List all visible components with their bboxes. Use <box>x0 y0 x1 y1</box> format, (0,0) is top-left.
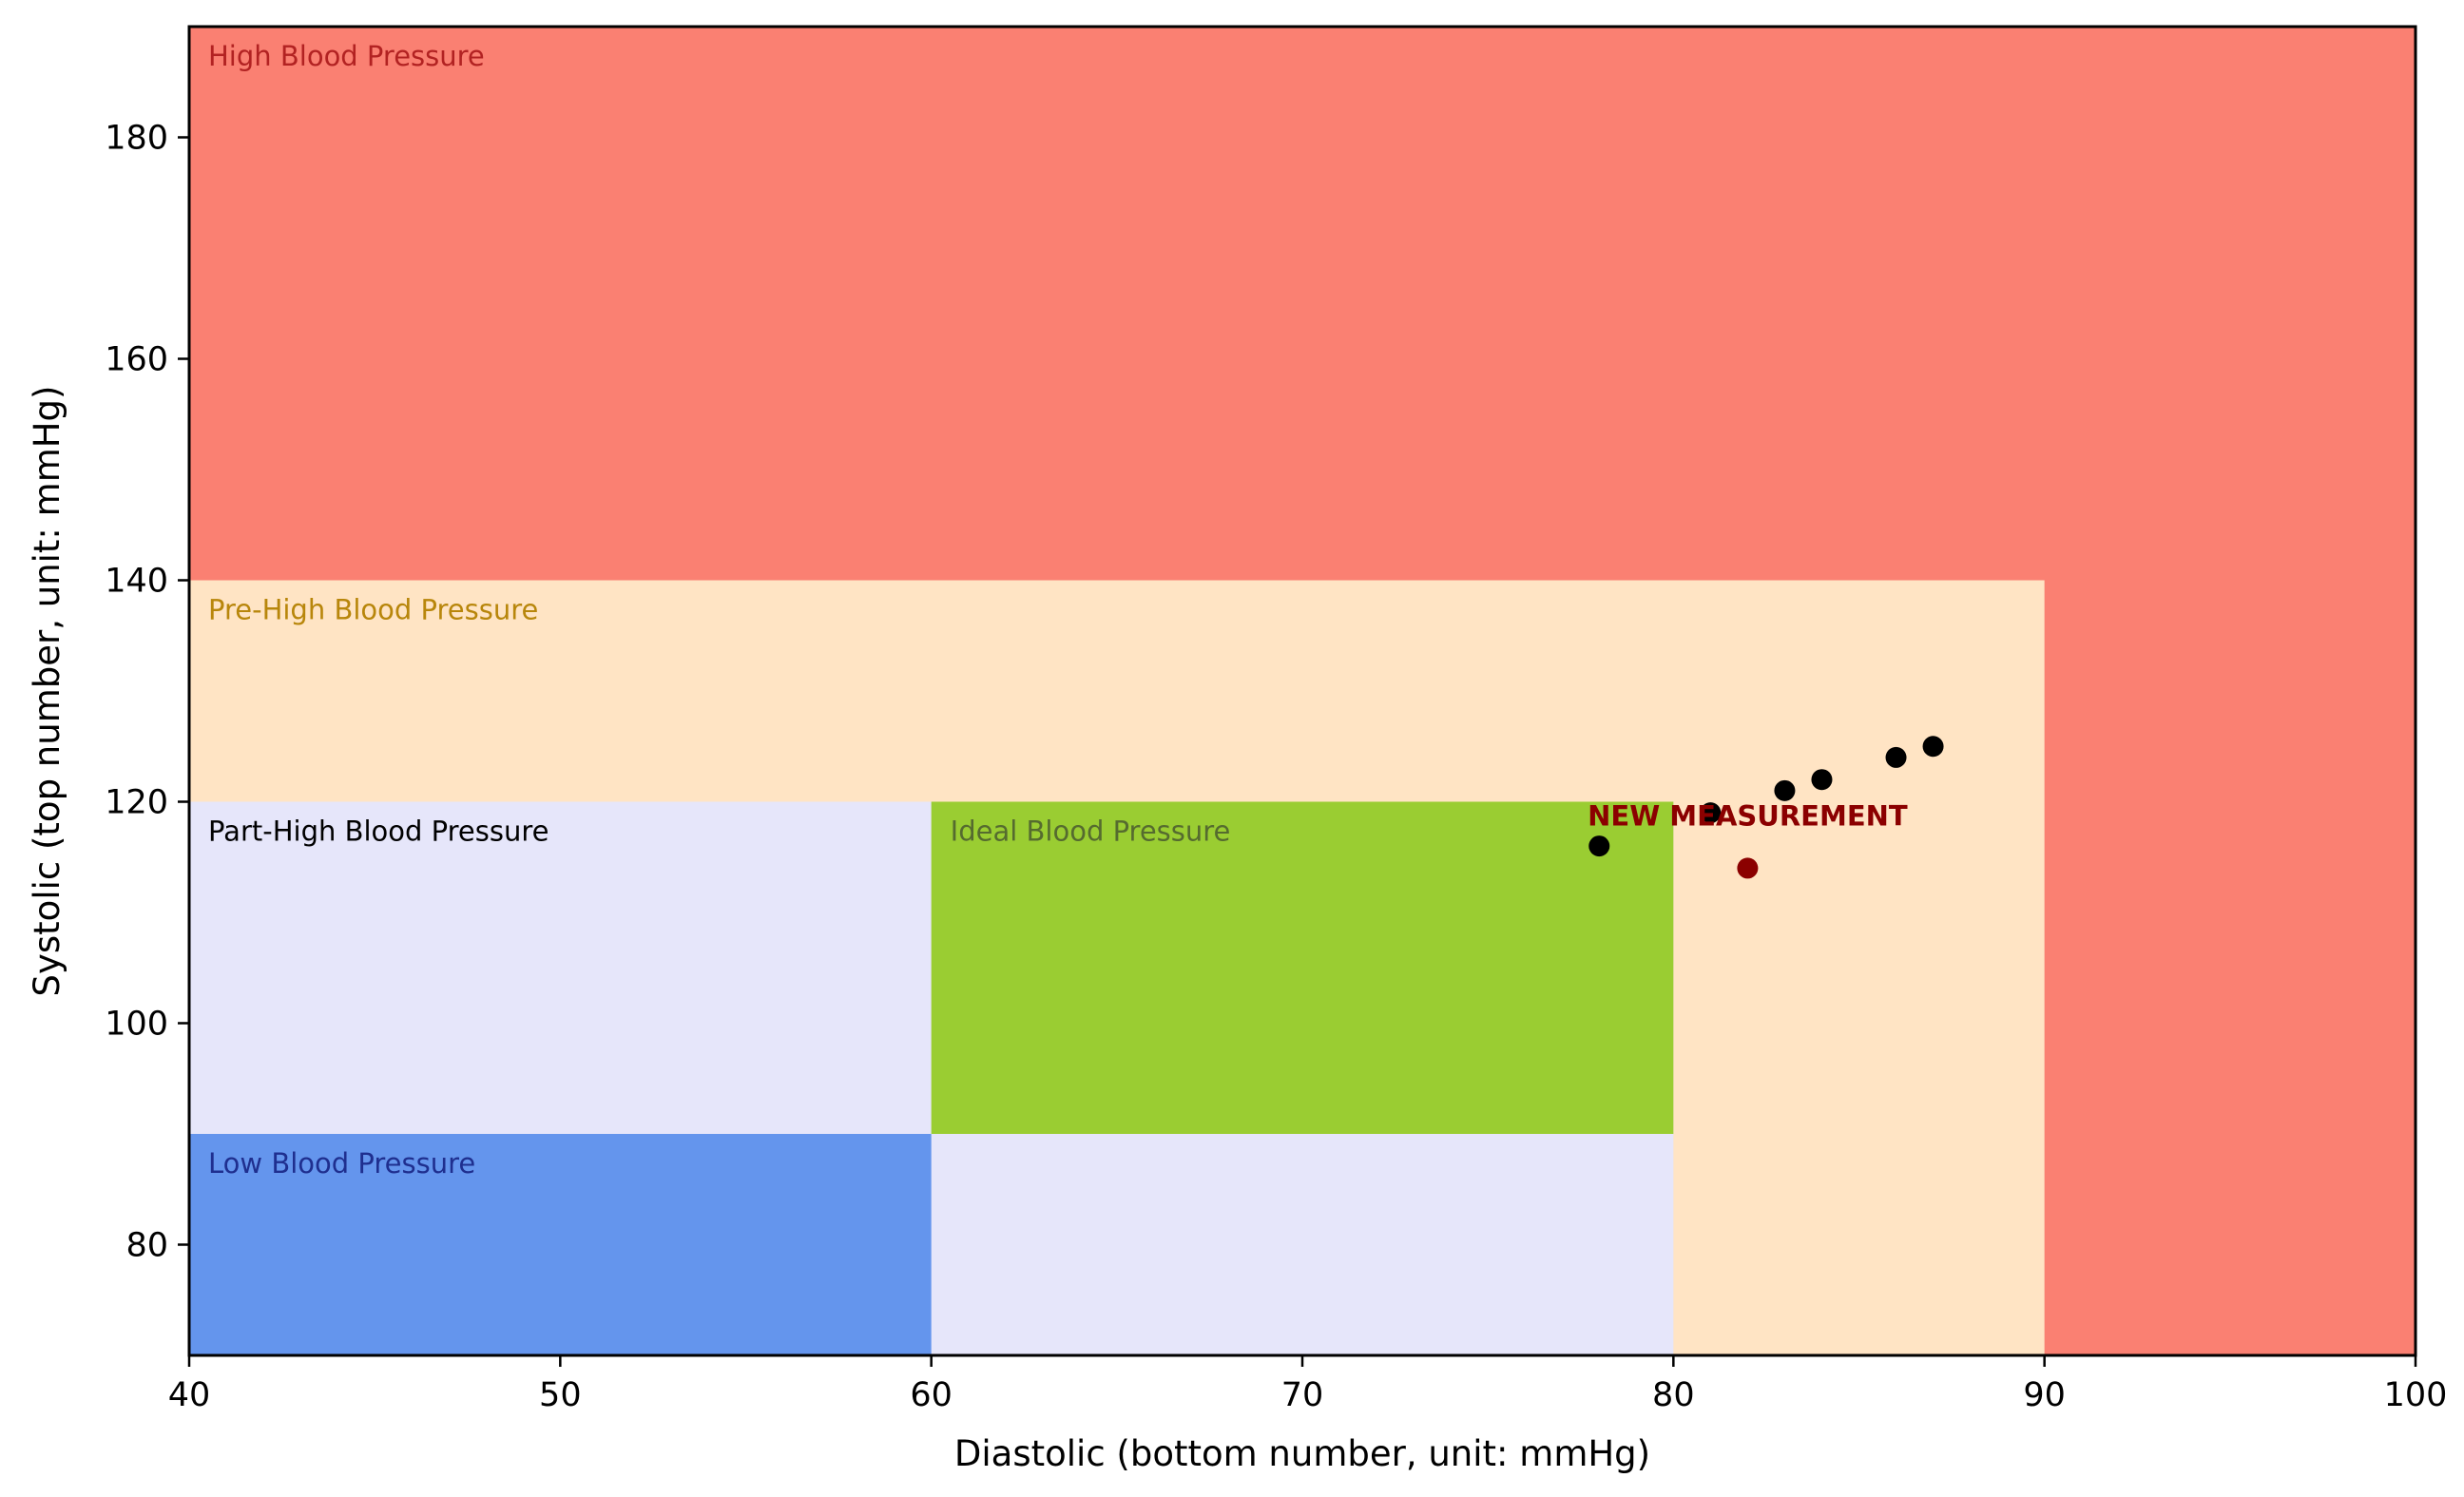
y-axis: 80 100 120 140 160 180 <box>105 120 189 1265</box>
x-axis-title: Diastolic (bottom number, unit: mmHg) <box>954 1433 1650 1474</box>
y-tick-label: 80 <box>125 1227 168 1265</box>
zone-ideal-blood-pressure <box>931 801 1674 1134</box>
y-tick-label: 140 <box>105 563 168 601</box>
zone-label-part-high-blood-pressure: Part-High Blood Pressure <box>208 816 549 848</box>
zone-label-ideal-blood-pressure: Ideal Blood Pressure <box>951 816 1231 848</box>
zone-labels: High Blood Pressure Pre-High Blood Pressu… <box>208 40 1230 1180</box>
data-point <box>1885 746 1907 768</box>
x-tick-label: 80 <box>1652 1376 1695 1414</box>
y-tick-label: 100 <box>105 1006 168 1044</box>
data-point <box>1588 835 1610 857</box>
x-tick-label: 100 <box>2384 1376 2448 1414</box>
y-axis-title: Systolic (top number, unit: mmHg) <box>27 386 67 997</box>
zone-label-pre-high-blood-pressure: Pre-High Blood Pressure <box>208 594 538 626</box>
zone-low-blood-pressure <box>189 1134 932 1355</box>
zone-label-high-blood-pressure: High Blood Pressure <box>208 40 485 72</box>
y-tick-label: 180 <box>105 120 168 158</box>
zone-regions <box>189 27 2416 1355</box>
x-tick-label: 60 <box>910 1376 953 1414</box>
annotation-new-measurement: NEW MEASUREMENT <box>1588 799 1908 832</box>
y-tick-label: 160 <box>105 341 168 379</box>
x-tick-label: 90 <box>2023 1376 2066 1414</box>
x-tick-label: 40 <box>168 1376 211 1414</box>
x-tick-label: 70 <box>1281 1376 1324 1414</box>
data-point <box>1811 769 1833 791</box>
y-tick-label: 120 <box>105 784 168 822</box>
data-points <box>1588 736 1944 879</box>
new-measurement-point <box>1737 857 1759 879</box>
annotations: NEW MEASUREMENT <box>1588 799 1908 832</box>
data-point <box>1922 736 1944 758</box>
zone-label-low-blood-pressure: Low Blood Pressure <box>208 1147 475 1180</box>
x-axis: 40 50 60 70 80 90 100 <box>168 1355 2448 1414</box>
data-point <box>1774 779 1796 801</box>
x-tick-label: 50 <box>539 1376 582 1414</box>
data-point <box>1700 802 1722 824</box>
